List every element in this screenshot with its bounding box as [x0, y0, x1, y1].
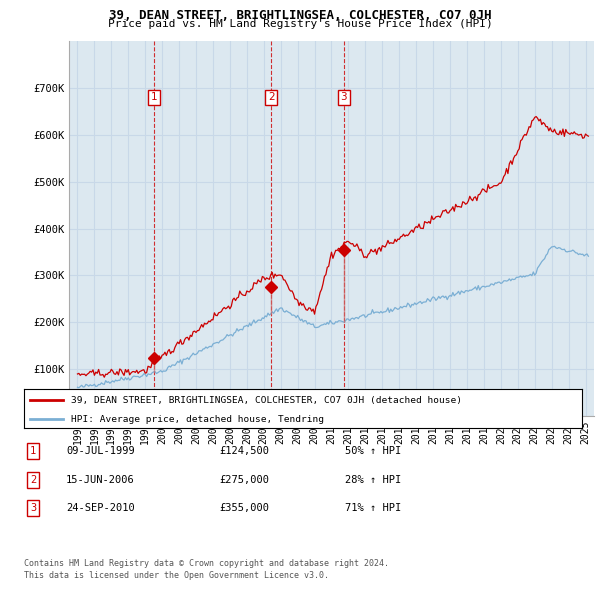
Text: 71% ↑ HPI: 71% ↑ HPI — [345, 503, 401, 513]
Text: HPI: Average price, detached house, Tendring: HPI: Average price, detached house, Tend… — [71, 415, 325, 424]
Text: 39, DEAN STREET, BRIGHTLINGSEA, COLCHESTER, CO7 0JH: 39, DEAN STREET, BRIGHTLINGSEA, COLCHEST… — [109, 9, 491, 22]
Text: 09-JUL-1999: 09-JUL-1999 — [66, 447, 135, 456]
Text: £275,000: £275,000 — [219, 475, 269, 484]
Text: 3: 3 — [30, 503, 36, 513]
Text: £355,000: £355,000 — [219, 503, 269, 513]
Text: 24-SEP-2010: 24-SEP-2010 — [66, 503, 135, 513]
Text: 1: 1 — [151, 93, 157, 103]
Text: 3: 3 — [341, 93, 347, 103]
Text: £124,500: £124,500 — [219, 447, 269, 456]
Text: Price paid vs. HM Land Registry's House Price Index (HPI): Price paid vs. HM Land Registry's House … — [107, 19, 493, 29]
Text: 15-JUN-2006: 15-JUN-2006 — [66, 475, 135, 484]
Text: 39, DEAN STREET, BRIGHTLINGSEA, COLCHESTER, CO7 0JH (detached house): 39, DEAN STREET, BRIGHTLINGSEA, COLCHEST… — [71, 396, 463, 405]
Text: 50% ↑ HPI: 50% ↑ HPI — [345, 447, 401, 456]
Text: 28% ↑ HPI: 28% ↑ HPI — [345, 475, 401, 484]
Text: 2: 2 — [30, 475, 36, 484]
Text: 1: 1 — [30, 447, 36, 456]
Text: 2: 2 — [268, 93, 275, 103]
Text: This data is licensed under the Open Government Licence v3.0.: This data is licensed under the Open Gov… — [24, 571, 329, 580]
Text: Contains HM Land Registry data © Crown copyright and database right 2024.: Contains HM Land Registry data © Crown c… — [24, 559, 389, 568]
